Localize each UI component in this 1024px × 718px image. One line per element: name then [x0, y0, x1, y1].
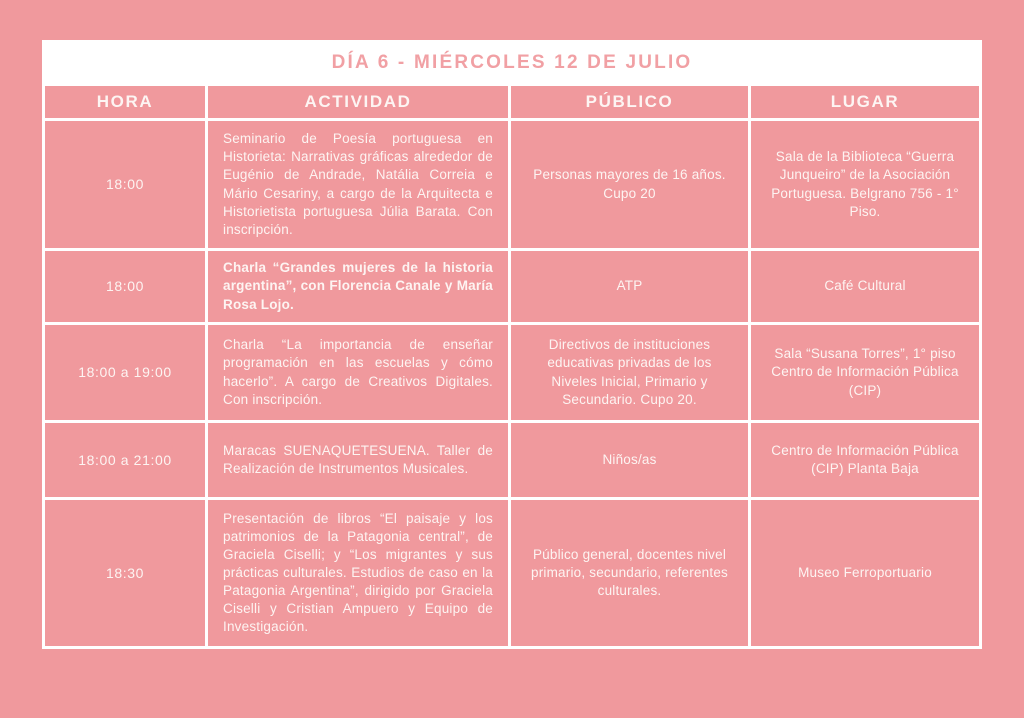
column-header-actividad: ACTIVIDAD	[208, 86, 508, 118]
cell-actividad: Charla “Grandes mujeres de la historia a…	[208, 251, 508, 322]
cell-publico: Directivos de instituciones educativas p…	[511, 325, 748, 420]
cell-actividad: Seminario de Poesía portuguesa en Histor…	[208, 121, 508, 248]
cell-hora: 18:00 a 21:00	[45, 423, 205, 497]
cell-publico: ATP	[511, 251, 748, 322]
cell-lugar: Museo Ferroportuario	[751, 500, 980, 646]
table-row: 18:00 Charla “Grandes mujeres de la hist…	[45, 251, 980, 322]
column-header-lugar: LUGAR	[751, 86, 980, 118]
table-row: 18:00 a 19:00 Charla “La importancia de …	[45, 325, 980, 420]
cell-hora: 18:00	[45, 121, 205, 248]
schedule-table: DÍA 6 - MIÉRCOLES 12 DE JULIO HORA ACTIV…	[42, 40, 983, 649]
cell-actividad: Presentación de libros “El paisaje y los…	[208, 500, 508, 646]
page-title: DÍA 6 - MIÉRCOLES 12 DE JULIO	[45, 43, 980, 83]
cell-lugar: Café Cultural	[751, 251, 980, 322]
cell-hora: 18:00	[45, 251, 205, 322]
column-header-hora: HORA	[45, 86, 205, 118]
cell-lugar: Centro de Información Pública (CIP) Plan…	[751, 423, 980, 497]
schedule-table-container: DÍA 6 - MIÉRCOLES 12 DE JULIO HORA ACTIV…	[42, 40, 983, 649]
table-row: 18:30 Presentación de libros “El paisaje…	[45, 500, 980, 646]
cell-publico: Niños/as	[511, 423, 748, 497]
table-row: 18:00 Seminario de Poesía portuguesa en …	[45, 121, 980, 248]
cell-hora: 18:30	[45, 500, 205, 646]
table-row: 18:00 a 21:00 Maracas SUENAQUETESUENA. T…	[45, 423, 980, 497]
cell-actividad: Charla “La importancia de enseñar progra…	[208, 325, 508, 420]
cell-lugar: Sala de la Biblioteca “Guerra Junqueiro”…	[751, 121, 980, 248]
title-row: DÍA 6 - MIÉRCOLES 12 DE JULIO	[45, 43, 980, 83]
cell-publico: Personas mayores de 16 años. Cupo 20	[511, 121, 748, 248]
schedule-body: 18:00 Seminario de Poesía portuguesa en …	[45, 121, 980, 646]
cell-lugar: Sala “Susana Torres”, 1° piso Centro de …	[751, 325, 980, 420]
cell-hora: 18:00 a 19:00	[45, 325, 205, 420]
cell-publico: Público general, docentes nivel primario…	[511, 500, 748, 646]
column-header-publico: PÚBLICO	[511, 86, 748, 118]
column-header-row: HORA ACTIVIDAD PÚBLICO LUGAR	[45, 86, 980, 118]
cell-actividad: Maracas SUENAQUETESUENA. Taller de Reali…	[208, 423, 508, 497]
